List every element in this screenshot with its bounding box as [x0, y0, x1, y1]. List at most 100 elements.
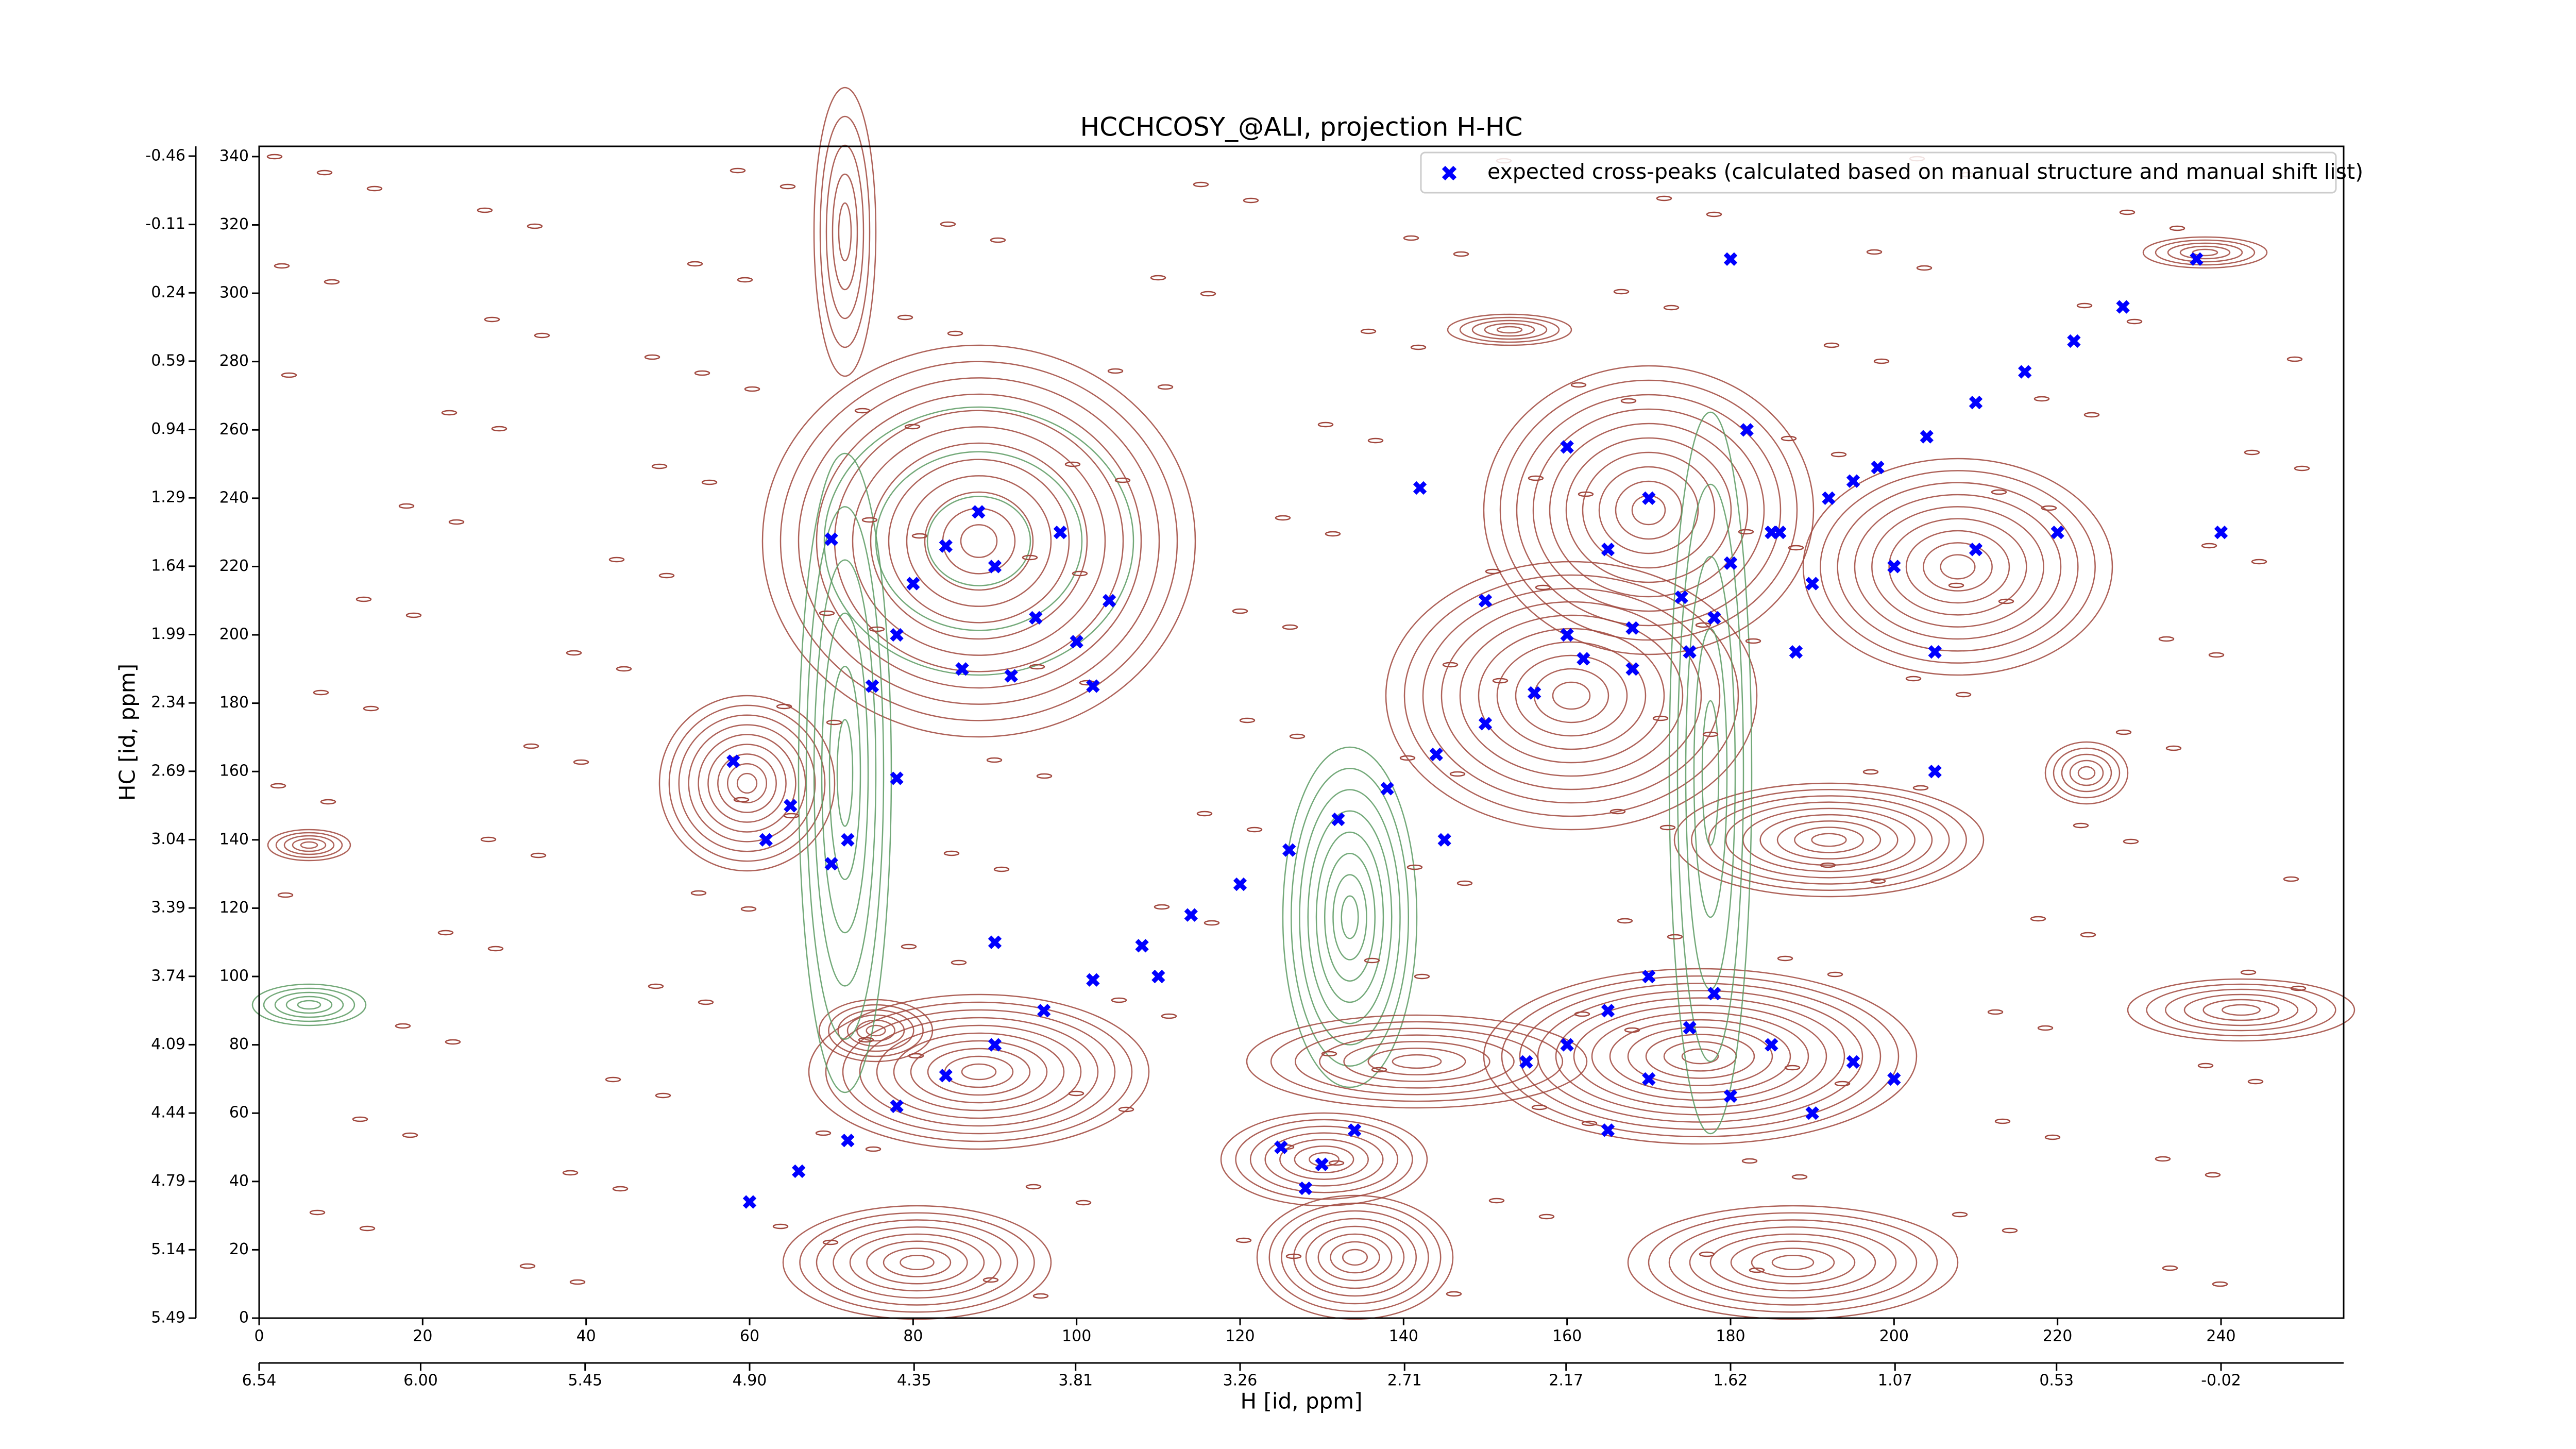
- noise-contour: [395, 1023, 411, 1029]
- noise-contour: [1232, 608, 1248, 614]
- cross-peak: [1102, 594, 1116, 608]
- contour: [1392, 1054, 1442, 1069]
- contour: [1294, 1145, 1354, 1173]
- cross-peak: [1577, 652, 1590, 666]
- contour: [1471, 319, 1548, 340]
- noise-contour: [2073, 822, 2089, 829]
- x2-tick-label: 4.90: [733, 1372, 767, 1390]
- noise-contour: [1994, 1118, 2011, 1124]
- cross-peak: [726, 754, 740, 768]
- cross-peak: [1086, 973, 1100, 987]
- contour: [275, 832, 343, 858]
- cross-peak: [1282, 843, 1296, 857]
- noise-contour: [441, 410, 457, 416]
- noise-contour: [1282, 624, 1298, 630]
- x2-tick-label: 3.26: [1223, 1372, 1258, 1390]
- contour: [1573, 1004, 1827, 1108]
- x2-tick-label: 0.53: [2039, 1372, 2074, 1390]
- noise-contour: [990, 237, 1006, 243]
- contour: [1299, 789, 1401, 1046]
- noise-contour: [1652, 715, 1669, 721]
- cross-peak: [1789, 645, 1803, 659]
- cross-peak: [939, 1069, 953, 1083]
- noise-contour: [352, 1116, 368, 1122]
- contour: [1249, 1125, 1399, 1193]
- cross-peak: [1765, 1038, 1778, 1052]
- cross-peak: [2214, 525, 2228, 540]
- noise-contour: [487, 946, 504, 952]
- noise-contour: [2208, 652, 2225, 658]
- contour: [833, 1226, 1002, 1299]
- noise-contour: [1916, 265, 1933, 271]
- noise-contour: [523, 743, 539, 749]
- noise-contour: [2119, 209, 2136, 215]
- contour: [816, 1219, 1019, 1306]
- contour: [852, 426, 1106, 656]
- noise-contour: [562, 1170, 579, 1176]
- y2-tick-label: 5.14: [151, 1240, 185, 1258]
- y-tick-label: 60: [229, 1104, 249, 1122]
- noise-contour: [1952, 1211, 1968, 1218]
- cross-peak: [1625, 621, 1639, 635]
- cross-peak: [1805, 1106, 1819, 1120]
- y-tick-label: 260: [219, 420, 249, 439]
- y2-tick-label: 4.79: [151, 1172, 185, 1190]
- noise-contour: [694, 370, 710, 376]
- noise-contour: [1834, 1081, 1851, 1087]
- noise-contour: [2115, 729, 2132, 735]
- contour: [859, 1017, 1099, 1127]
- contour: [717, 753, 777, 813]
- noise-contour: [1406, 864, 1423, 870]
- contour: [1459, 316, 1560, 343]
- contour: [846, 1014, 905, 1047]
- contour: [1552, 681, 1591, 710]
- noise-contour: [480, 836, 497, 843]
- cross-peak: [1331, 812, 1345, 827]
- noise-contour: [986, 757, 1003, 763]
- noise-contour: [701, 479, 718, 485]
- noise-contour: [281, 372, 297, 378]
- y-tick-label: 340: [219, 147, 249, 165]
- noise-contour: [1991, 489, 2007, 495]
- x-tick-label: 140: [1389, 1327, 1418, 1345]
- noise-contour: [1620, 398, 1637, 404]
- x-tick-label: 160: [1552, 1327, 1582, 1345]
- cross-peak: [890, 771, 904, 785]
- noise-contour: [402, 1132, 418, 1138]
- noise-contour: [943, 850, 960, 856]
- contour: [856, 1019, 895, 1042]
- x-tick-label: 240: [2206, 1327, 2235, 1345]
- contour: [1282, 746, 1418, 1088]
- noise-contour: [363, 705, 379, 712]
- y-tick-label: 240: [219, 488, 249, 507]
- contour: [1499, 379, 1798, 641]
- cross-peak: [1478, 717, 1493, 731]
- noise-contour: [2080, 932, 2096, 938]
- y-axis-label: HC [id, ppm]: [115, 664, 140, 801]
- cross-peak: [1642, 491, 1656, 506]
- cross-peak: [865, 679, 879, 693]
- contour: [816, 393, 1142, 689]
- cross-peak: [1674, 590, 1688, 604]
- noise-contour: [826, 719, 842, 726]
- contour: [1676, 483, 1744, 1063]
- contour: [1701, 700, 1720, 846]
- cross-peak: [2116, 300, 2130, 314]
- cross-peak: [1184, 908, 1198, 922]
- contour: [883, 1248, 952, 1277]
- cross-peak: [1642, 969, 1656, 984]
- noise-contour: [690, 890, 707, 896]
- y2-tick-label: 0.94: [151, 420, 185, 438]
- contour: [1343, 1041, 1490, 1082]
- y-tick-label: 300: [219, 284, 249, 302]
- noise-contour: [2033, 396, 2050, 402]
- contour: [668, 704, 826, 862]
- x-tick-label: 40: [577, 1327, 596, 1345]
- contour: [1689, 1226, 1897, 1299]
- noise-contour: [1578, 491, 1594, 497]
- x2-tick-label: 6.00: [403, 1372, 438, 1390]
- noise-contour: [1659, 824, 1676, 831]
- cross-peak: [2050, 525, 2064, 540]
- noise-contour: [2165, 745, 2182, 751]
